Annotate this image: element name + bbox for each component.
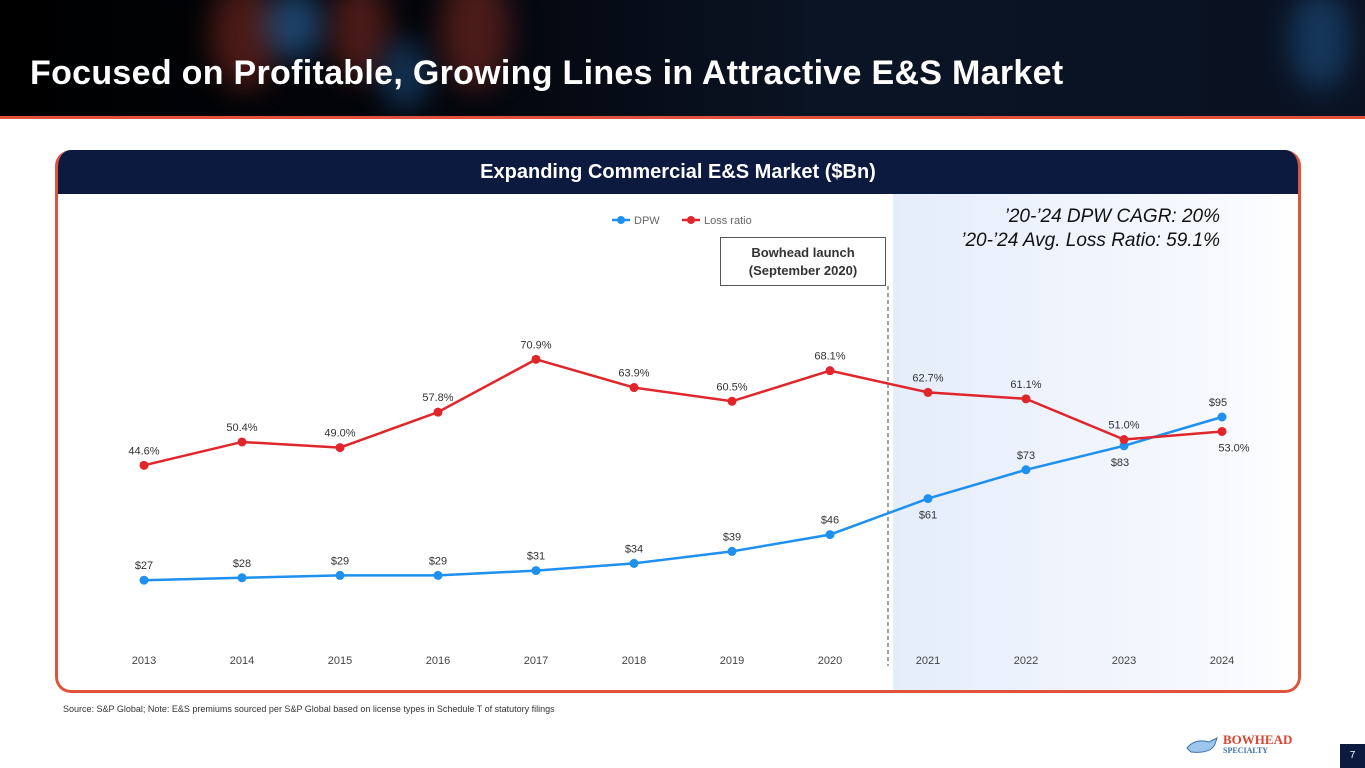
page-title: Focused on Profitable, Growing Lines in … (30, 54, 1064, 92)
legend-loss-label: Loss ratio (704, 215, 752, 227)
loss-data-label: 61.1% (1010, 379, 1041, 391)
dpw-data-label: $28 (233, 558, 251, 570)
x-tick-label: 2013 (132, 655, 156, 667)
loss-point (237, 437, 247, 447)
dpw-data-label: $39 (723, 531, 741, 543)
loss-series-line (143, 358, 1223, 467)
x-tick-label: 2023 (1112, 655, 1136, 667)
x-tick-label: 2021 (916, 655, 940, 667)
x-tick-label: 2017 (524, 655, 548, 667)
loss-data-label: 50.4% (226, 422, 257, 434)
dpw-data-label: $61 (919, 510, 937, 522)
dpw-point (629, 558, 639, 568)
cagr-callout: ’20-’24 DPW CAGR: 20% ’20-’24 Avg. Loss … (900, 205, 1220, 253)
legend-loss-marker (687, 216, 695, 224)
dpw-data-label: $34 (625, 543, 643, 555)
loss-point (335, 443, 345, 453)
loss-point (433, 407, 443, 417)
loss-data-label: 63.9% (618, 368, 649, 380)
dpw-data-label: $29 (331, 555, 349, 567)
dpw-data-label: $73 (1017, 450, 1035, 462)
dpw-point (139, 575, 149, 585)
launch-annotation-line1: Bowhead launch (751, 245, 855, 260)
dpw-data-label: $83 (1111, 457, 1129, 469)
dpw-point (727, 546, 737, 556)
loss-data-label: 51.0% (1108, 420, 1139, 432)
dpw-data-label: $27 (135, 560, 153, 572)
dpw-series-line (143, 415, 1223, 582)
avg-loss-line: ’20-’24 Avg. Loss Ratio: 59.1% (961, 230, 1220, 251)
loss-point (1217, 426, 1227, 436)
x-tick-label: 2014 (230, 655, 254, 667)
loss-point (825, 366, 835, 376)
x-tick-label: 2019 (720, 655, 744, 667)
dpw-point (923, 494, 933, 504)
loss-point (1021, 394, 1031, 404)
launch-annotation: Bowhead launch (September 2020) (720, 237, 886, 286)
dpw-data-label: $95 (1209, 397, 1227, 409)
loss-data-label: 62.7% (912, 372, 943, 384)
source-note: Source: S&P Global; Note: E&S premiums s… (63, 704, 555, 714)
dpw-point (335, 570, 345, 580)
dpw-point (531, 566, 541, 576)
loss-point (727, 396, 737, 406)
x-tick-label: 2015 (328, 655, 352, 667)
loss-data-label: 70.9% (520, 339, 551, 351)
post-launch-highlight (893, 194, 1298, 690)
legend-dpw-marker (617, 216, 625, 224)
chart-title: Expanding Commercial E&S Market ($Bn) (58, 150, 1298, 194)
dpw-data-label: $29 (429, 555, 447, 567)
legend-dpw-label: DPW (634, 215, 660, 227)
loss-point (1119, 435, 1129, 445)
header-divider (0, 116, 1365, 119)
dpw-point (1021, 465, 1031, 475)
dpw-point (825, 530, 835, 540)
launch-annotation-line2: (September 2020) (748, 263, 858, 278)
dpw-point (237, 573, 247, 583)
loss-data-label: 60.5% (716, 381, 747, 393)
x-tick-label: 2022 (1014, 655, 1038, 667)
dpw-point (433, 570, 443, 580)
page-number: 7 (1340, 744, 1365, 768)
dpw-data-label: $46 (821, 515, 839, 527)
dpw-point (1119, 441, 1129, 451)
x-tick-label: 2018 (622, 655, 646, 667)
x-tick-label: 2024 (1210, 655, 1234, 667)
loss-data-label: 44.6% (128, 445, 159, 457)
x-tick-label: 2016 (426, 655, 450, 667)
cagr-line: ’20-’24 DPW CAGR: 20% (1004, 206, 1220, 227)
chart-card: Expanding Commercial E&S Market ($Bn) (55, 150, 1301, 693)
whale-icon (1186, 737, 1218, 753)
loss-data-label: 49.0% (324, 428, 355, 440)
loss-point (531, 354, 541, 364)
loss-point (139, 460, 149, 470)
bowhead-logo: BOWHEAD SPECIALTY (1185, 730, 1305, 758)
loss-data-label: 68.1% (814, 351, 845, 363)
header-banner: Focused on Profitable, Growing Lines in … (0, 0, 1365, 116)
loss-point (629, 383, 639, 393)
dpw-data-label: $31 (527, 551, 545, 563)
loss-data-label: 57.8% (422, 392, 453, 404)
loss-data-label: 53.0% (1218, 442, 1249, 454)
loss-point (923, 387, 933, 397)
dpw-point (1217, 412, 1227, 422)
x-tick-label: 2020 (818, 655, 842, 667)
